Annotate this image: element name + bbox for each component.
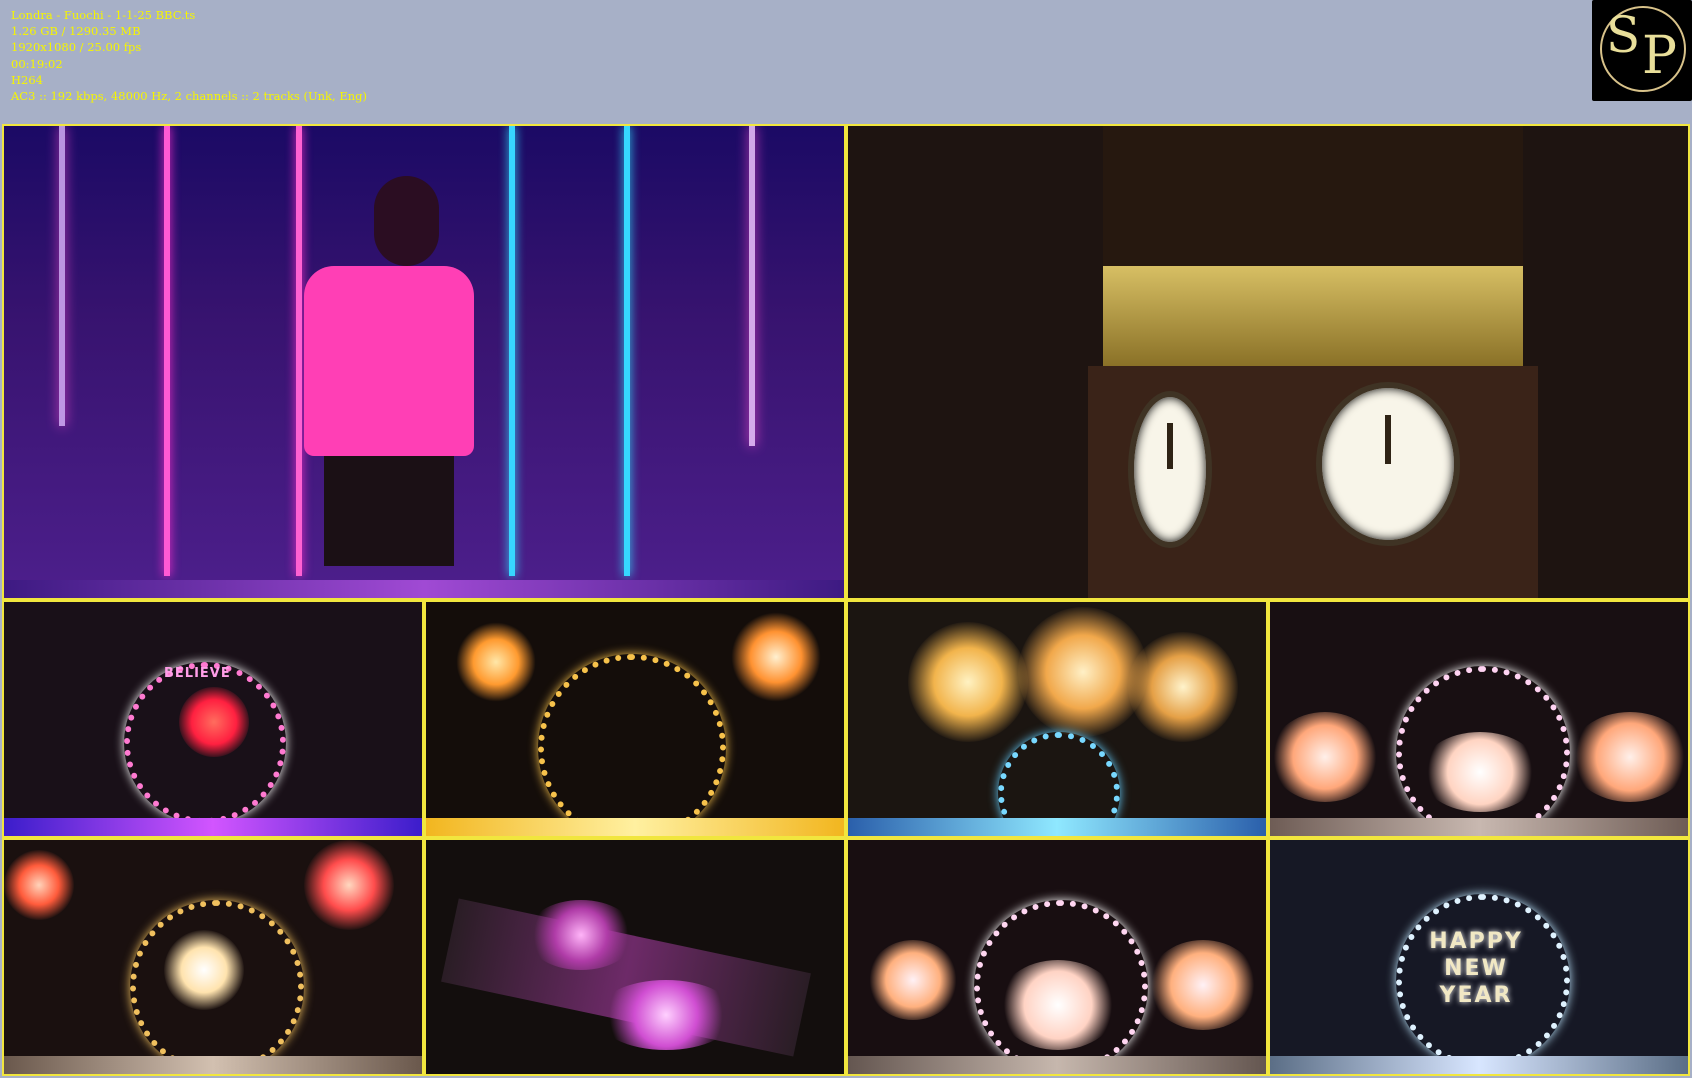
thumbnail-happy-new-year[interactable]: HAPPY NEW YEAR [1270,840,1688,1074]
skyline [848,818,1266,836]
london-eye [538,654,726,836]
video-duration: 00:19:02 [11,56,63,71]
firework-burst [868,940,958,1020]
thumbnail-fireworks-5[interactable] [4,840,422,1074]
singer-skirt [324,456,454,566]
file-info: Londra - Fuochi - 1-1-25 BBC.ts 1.26 GB /… [11,7,367,104]
thumbnail-performer[interactable] [4,126,844,598]
happy-new-year-text: HAPPY NEW YEAR [1429,929,1523,1008]
stage-light [509,126,515,576]
singer-head [374,176,439,266]
firework-burst [596,980,736,1050]
thumbnail-fireworks-6[interactable] [848,840,1266,1074]
thumbnail-aerial[interactable] [426,840,844,1074]
sp-logo: S P [1592,0,1692,101]
clock-left [1128,391,1212,548]
skyline [4,1056,422,1074]
logo-ring [1600,6,1686,92]
firework-burst [526,900,636,970]
firework-burst [1148,940,1258,1030]
london-eye [998,732,1120,836]
skyline [1270,818,1688,836]
firework-burst [164,930,244,1010]
believe-text: BELIEVE [164,666,231,681]
stage-light [59,126,65,426]
firework-burst [1420,732,1540,812]
skyline [1270,1056,1688,1074]
singer-dress [304,266,474,456]
tower-belfry [1103,266,1523,366]
firework-burst [998,960,1118,1050]
clock-right [1316,382,1460,546]
skyline [848,1056,1266,1074]
stage-light [164,126,170,576]
firework-burst [456,622,536,702]
firework-burst [1128,632,1238,742]
stage-light [749,126,755,446]
stage-light [624,126,630,576]
thumbnail-fireworks-1[interactable]: BELIEVE [4,602,422,836]
file-info-header: Londra - Fuochi - 1-1-25 BBC.ts 1.26 GB /… [0,0,1692,124]
thumbnail-fireworks-2[interactable] [426,602,844,836]
file-name: Londra - Fuochi - 1-1-25 BBC.ts [11,8,196,22]
stage-floor-lights [4,580,844,598]
firework-burst [4,850,74,920]
firework-burst [304,840,394,930]
tower-spire [1103,126,1523,286]
firework-burst [908,622,1028,742]
firework-burst [1570,712,1688,802]
file-size: 1.26 GB / 1290.35 MB [11,24,141,39]
thumbnail-big-ben[interactable] [848,126,1688,598]
firework-burst [1018,607,1148,737]
firework-burst [1270,712,1380,802]
thumbnail-fireworks-3[interactable] [848,602,1266,836]
firework-burst [731,612,821,702]
video-resolution: 1920x1080 / 25.00 fps [11,40,142,55]
skyline [4,818,422,836]
skyline [426,818,844,836]
logo-p-letter: P [1642,26,1677,86]
audio-info: AC3 :: 192 kbps, 48000 Hz, 2 channels ::… [11,89,367,104]
firework-burst [179,687,249,757]
thumbnail-grid: BELIEVE [2,124,1690,1076]
stage-light [296,126,302,576]
logo-s-letter: S [1606,6,1641,64]
thumbnail-fireworks-4[interactable] [1270,602,1688,836]
video-codec: H264 [11,72,43,87]
